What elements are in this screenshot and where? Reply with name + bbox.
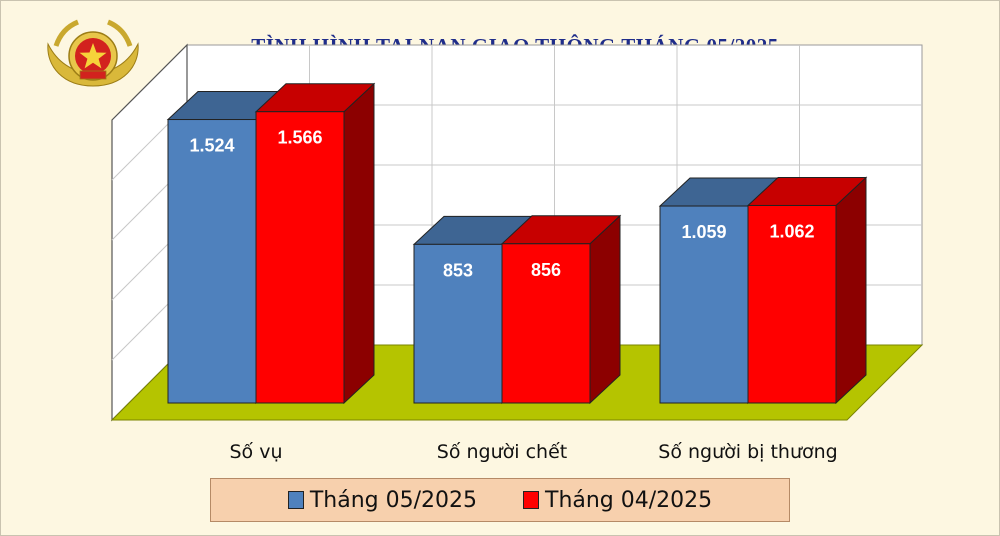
bar-value-label: 1.524 [189,136,234,156]
bar [659,205,749,404]
bar [501,243,591,404]
bar-side [343,82,375,405]
legend-swatch-red [523,491,539,509]
bar-side [835,176,867,405]
legend-label-series-1: Tháng 05/2025 [309,487,477,513]
bar [255,111,345,404]
bar-value-label: 1.062 [769,221,814,241]
bar-value-label: 856 [531,260,561,280]
legend-label-series-2: Tháng 04/2025 [545,487,713,513]
legend-item-series-1: Tháng 05/2025 [287,487,477,513]
bar [413,243,503,404]
legend-swatch-blue [287,491,304,509]
bar-value-label: 853 [443,260,473,280]
bar-value-label: 1.059 [681,222,726,242]
bar [167,119,257,404]
bar [747,204,837,404]
category-label: Số vụ [229,441,282,463]
bar-side [589,214,621,405]
category-label: Số người chết [437,441,567,463]
police-emblem-icon [47,19,139,87]
bar-value-label: 1.566 [277,128,322,148]
category-label: Số người bị thương [658,441,837,463]
legend-item-series-2: Tháng 04/2025 [523,488,712,513]
chart-legend: Tháng 05/2025 Tháng 04/2025 [210,478,790,522]
